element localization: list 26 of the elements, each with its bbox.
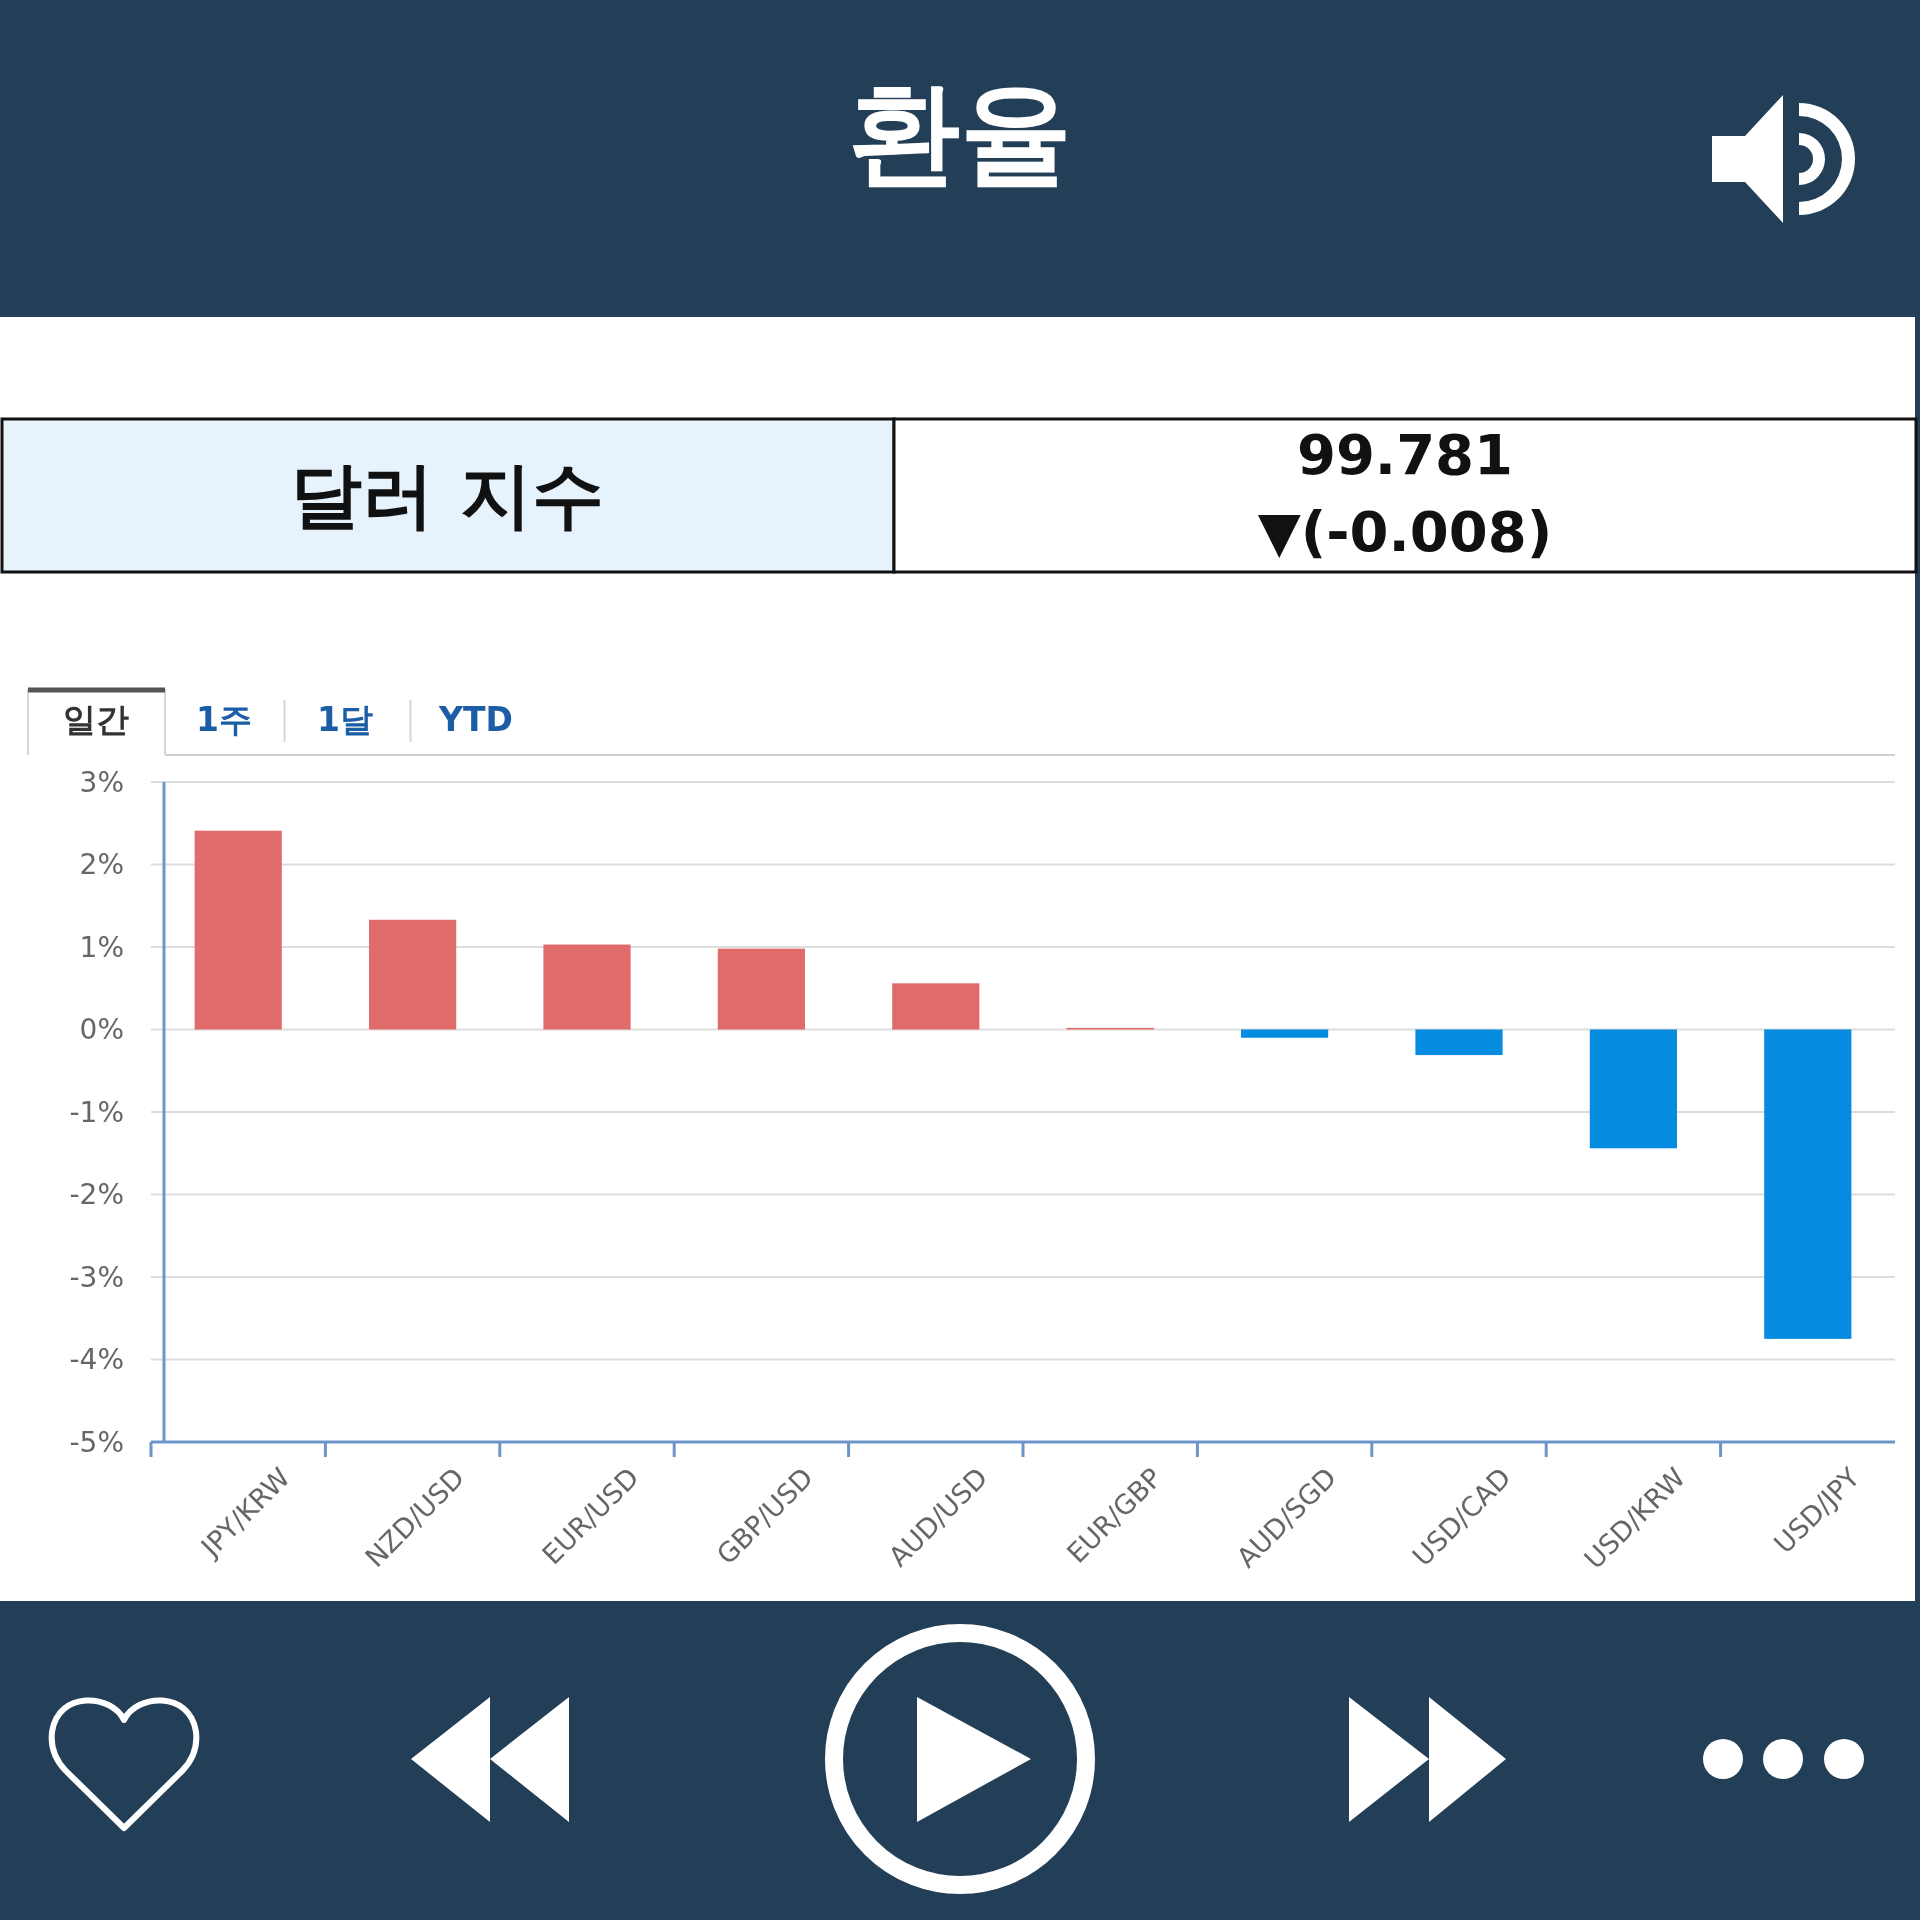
bar (1241, 1029, 1329, 1038)
bar (194, 830, 282, 1030)
y-tick-label: -4% (69, 1343, 124, 1377)
bar (543, 944, 631, 1030)
y-tick-label: 1% (79, 930, 124, 964)
y-tick-label: 2% (79, 848, 124, 882)
text: 1달 (317, 700, 373, 739)
y-tick-label: -5% (69, 1425, 124, 1459)
y-tick-label: -3% (69, 1260, 124, 1294)
text: YTD (438, 700, 513, 739)
y-tick-label: 0% (79, 1013, 124, 1047)
y-tick-label: -1% (69, 1095, 124, 1129)
y-tick-label: -2% (69, 1178, 124, 1212)
text: 1주 (196, 700, 252, 739)
bar (717, 948, 805, 1030)
y-tick-label: 3% (79, 765, 124, 799)
chart-title: 환율 (848, 68, 1072, 198)
text: 달러 지수 (290, 453, 604, 537)
bar (892, 983, 980, 1030)
text: 일간 (63, 700, 129, 739)
text: ▼(-0.008) (1257, 499, 1553, 564)
bar (369, 919, 457, 1030)
bar (1415, 1029, 1503, 1056)
bar (1589, 1029, 1677, 1149)
bar (1764, 1029, 1852, 1339)
text: 99.781 (1296, 422, 1514, 487)
